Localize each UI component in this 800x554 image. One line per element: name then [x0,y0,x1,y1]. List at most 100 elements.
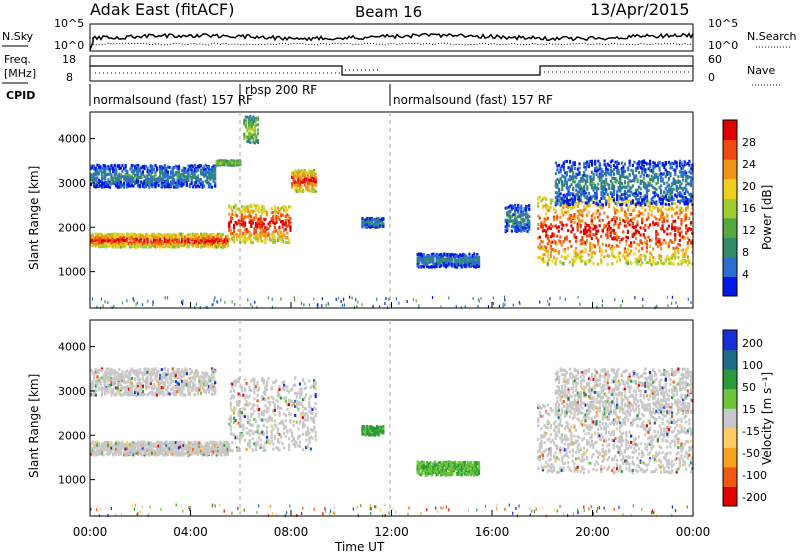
heatmap-cell [578,210,581,214]
heatmap-cell [636,262,639,266]
heatmap-cell [661,227,664,231]
heatmap-cell [660,209,663,213]
heatmap-cell [620,182,623,185]
heatmap-cell [226,239,229,243]
heatmap-cell [554,161,557,165]
heatmap-cell [145,234,148,238]
heatmap-cell [590,236,593,240]
heatmap-cell [666,189,669,193]
heatmap-cell [628,185,631,189]
heatmap-cell [626,253,630,257]
heatmap-cell [369,223,372,226]
heatmap-cell [595,230,598,234]
heatmap-cell [256,236,259,240]
heatmap-cell [595,211,598,215]
heatmap-cell [506,213,509,217]
heatmap-cell [267,222,270,226]
heatmap-cell [284,209,287,213]
heatmap-cell [253,130,256,134]
heatmap-cell [650,253,653,256]
heatmap-cell [94,233,97,237]
heatmap-cell [291,185,294,189]
heatmap-cell [578,253,581,257]
heatmap-cell [146,176,149,180]
heatmap-cell [297,174,300,178]
heatmap-cell [272,215,275,219]
heatmap-cell [558,199,561,203]
heatmap-cell [152,167,155,171]
heatmap-cell [416,260,419,264]
heatmap-cell [538,195,541,199]
heatmap-cell [615,238,619,242]
heatmap-cell [221,233,225,237]
heatmap-cell [603,180,606,183]
heatmap-cell [572,171,575,175]
heatmap-cell [188,235,192,239]
heatmap-cell [108,185,111,189]
heatmap-cell [176,241,179,245]
heatmap-cell [541,229,545,233]
heatmap-cell [286,224,289,228]
heatmap-cell [661,162,664,166]
heatmap-cell [470,263,473,267]
heatmap-cell [565,183,568,187]
heatmap-cell [218,234,221,238]
heatmap-cell [261,227,264,231]
heatmap-cell [116,164,119,168]
heatmap-cell [663,216,666,220]
heatmap-cell [608,164,611,167]
heatmap-cell [207,245,210,249]
heatmap-cell [93,184,96,188]
heatmap-cell [116,235,119,239]
heatmap-cell [110,182,113,186]
heatmap-cell [250,238,253,242]
heatmap-cell [108,181,111,185]
heatmap-cell [182,174,185,178]
heatmap-cell [176,178,179,182]
heatmap-cell [273,207,276,211]
heatmap-cell [666,170,669,174]
heatmap-cell [664,187,667,191]
heatmap-cell [653,173,656,177]
heatmap-cell [126,232,129,236]
heatmap-cell [633,177,636,181]
heatmap-cell [190,182,193,186]
heatmap-cell [598,200,601,203]
heatmap-cell [137,184,140,188]
heatmap-cell [543,248,546,251]
heatmap-cell [611,218,614,222]
heatmap-cell [562,206,565,209]
heatmap-cell [605,173,608,177]
heatmap-cell [584,260,587,264]
heatmap-cell [248,218,251,221]
heatmap-cell [99,238,102,242]
heatmap-cell [196,168,199,172]
heatmap-cell [298,182,302,186]
heatmap-cell [551,224,554,228]
heatmap-cell [259,231,262,235]
heatmap-cell [622,168,625,172]
heatmap-cell [123,242,126,246]
heatmap-cell [254,222,258,225]
heatmap-cell [300,189,303,193]
heatmap-cell [633,176,636,179]
freq-tick-bottom: 8 [66,71,73,84]
heatmap-cell [672,246,675,250]
heatmap-cell [655,193,658,196]
heatmap-cell [240,216,243,220]
heatmap-cell [667,199,671,202]
heatmap-cell [576,167,579,171]
heatmap-cell [366,220,369,224]
heatmap-cell [680,206,683,210]
heatmap-cell [177,232,181,236]
heatmap-cell [188,233,192,237]
heatmap-cell [110,167,113,170]
heatmap-cell [556,215,559,219]
heatmap-cell [265,211,269,214]
heatmap-cell [584,242,587,246]
heatmap-cell [526,220,529,224]
heatmap-cell [430,253,433,256]
heatmap-cell [578,198,581,202]
heatmap-cell [661,194,664,198]
heatmap-cell [625,175,628,179]
